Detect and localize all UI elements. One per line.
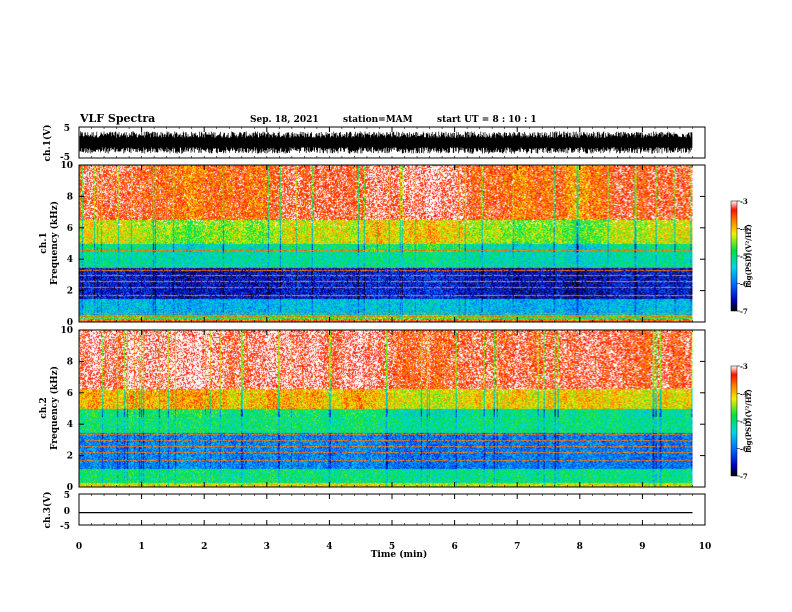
ch2-spectrogram-image [79, 330, 693, 487]
time-tick-label: 1 [138, 542, 144, 552]
ch1-waveform-ylabel: ch.1(V) [42, 125, 53, 162]
ch2-spec-ylabel-channel: ch.2 [39, 397, 49, 418]
ch1-colorbar-gradient [730, 200, 738, 312]
ch1-colorbar-tick-label: -5 [740, 252, 748, 261]
ch1-spec-ytick-label: 8 [67, 192, 73, 202]
time-tick-label: 8 [577, 542, 583, 552]
ch1-colorbar: -3 -4 -5 -6 -7 log(PSD)(V²/Hz) [730, 197, 753, 316]
ch1-spec-ylabel-channel: ch.1 [39, 232, 49, 253]
ch2-colorbar-tick-label: -3 [740, 362, 748, 371]
ch1-waveform-panel: ch.1(V) 5 -5 [42, 124, 706, 163]
ch3-ytick-bottom: -5 [60, 522, 70, 532]
ch2-spec-ytick-label: 2 [67, 452, 73, 462]
ch1-colorbar-tick-label: -6 [740, 280, 748, 289]
ch2-colorbar-tick-label: -5 [740, 417, 748, 426]
time-tick-label: 4 [326, 542, 332, 552]
time-tick-label: 6 [451, 542, 457, 552]
ch3-ytick-top: 5 [64, 491, 70, 501]
time-tick-label: 10 [699, 542, 712, 552]
ch2-colorbar-tick-label: -7 [740, 472, 748, 481]
ch1-spec-yticks: 0 2 4 6 8 10 [60, 161, 705, 328]
ch2-colorbar-tick-label: -4 [740, 390, 748, 399]
ch2-spec-yticks: 0 2 4 6 8 10 [60, 326, 705, 493]
ch1-spec-ytick-label: 0 [67, 318, 73, 328]
figure-title: VLF Spectra [79, 112, 155, 125]
ch2-spec-ytick-label: 4 [67, 420, 73, 430]
ch1-colorbar-ticks: -3 -4 -5 -6 -7 [737, 197, 748, 316]
time-tick-label: 0 [76, 542, 82, 552]
station-label: station=MAM [343, 115, 413, 125]
ch1-colorbar-tick-label: -3 [740, 197, 748, 206]
ch2-spec-ytick-label: 8 [67, 357, 73, 367]
time-tick-label: 5 [389, 542, 395, 552]
ch2-spec-ylabel-frequency: Frequency (kHz) [49, 366, 60, 450]
ch1-spec-ytick-label: 10 [60, 161, 73, 171]
ch1-spec-ytick-label: 6 [67, 224, 73, 234]
ch2-spec-ytick-label: 10 [60, 326, 73, 336]
time-tick-label: 9 [639, 542, 645, 552]
ch1-spectrogram-image [79, 165, 693, 322]
ch1-spectrogram-panel: ch.1 Frequency (kHz) 0 2 4 6 8 10 [39, 161, 706, 328]
ch1-ytick-bottom: -5 [60, 153, 70, 163]
ch1-waveform-trace [79, 131, 693, 154]
ch1-spec-ytick-label: 2 [67, 287, 73, 297]
time-tick-label: 7 [514, 542, 520, 552]
ch1-colorbar-tick-label: -4 [740, 225, 748, 234]
ch1-colorbar-label: log(PSD)(V²/Hz) [744, 224, 753, 288]
ch2-spectrogram-panel: ch.2 Frequency (kHz) 0 2 4 6 8 10 [39, 326, 706, 493]
ch1-ytick-top: 5 [64, 124, 70, 134]
ch3-ytick-middle: 0 [64, 507, 70, 517]
time-tick-label: 3 [264, 542, 270, 552]
ch2-colorbar-gradient [730, 365, 738, 477]
ch2-spec-ytick-label: 6 [67, 389, 73, 399]
start-ut-label: start UT = 8 : 10 : 1 [437, 115, 537, 125]
time-axis-minor-ticks [78, 127, 706, 525]
date-label: Sep. 18, 2021 [250, 115, 319, 125]
ch2-colorbar-tick-label: -6 [740, 445, 748, 454]
time-tick-label: 2 [201, 542, 207, 552]
time-axis-label: Time (min) [371, 549, 428, 560]
ch1-spec-ylabel-frequency: Frequency (kHz) [49, 201, 60, 285]
ch2-colorbar-label: log(PSD)(V²/Hz) [744, 389, 753, 453]
ch3-waveform-ylabel: ch.3(V) [42, 492, 53, 529]
ch2-colorbar-ticks: -3 -4 -5 -6 -7 [737, 362, 748, 481]
ch1-colorbar-tick-label: -7 [740, 307, 748, 316]
ch2-spec-ytick-label: 0 [67, 483, 73, 493]
ch2-colorbar: -3 -4 -5 -6 -7 log(PSD)(V²/Hz) [730, 362, 753, 481]
ch1-spec-ytick-label: 4 [67, 255, 73, 265]
